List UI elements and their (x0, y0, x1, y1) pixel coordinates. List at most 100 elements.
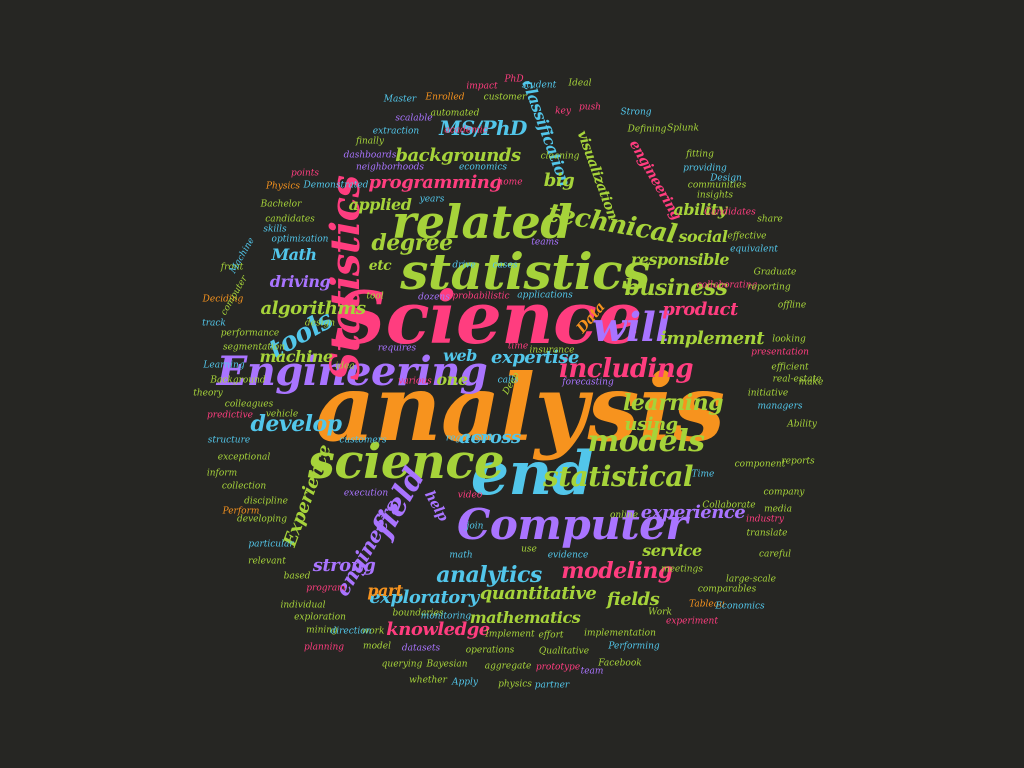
cloud-word: implementation (584, 628, 656, 639)
cloud-word: managers (757, 401, 803, 412)
cloud-word: model (363, 641, 391, 652)
cloud-word: Implement (485, 629, 535, 640)
cloud-word: discipline (244, 496, 288, 507)
cloud-word: industry (746, 514, 784, 525)
cloud-word: team (580, 666, 604, 677)
cloud-word: comparables (697, 584, 757, 595)
cloud-word: Math (271, 245, 317, 264)
cloud-word: models (587, 424, 705, 459)
cloud-word: physics (498, 679, 532, 690)
cloud-word: Tableau (689, 599, 725, 610)
cloud-word: Design (710, 173, 742, 184)
cloud-word: optimization (271, 234, 329, 245)
cloud-word: machine (259, 347, 333, 366)
cloud-word: Physics (265, 181, 301, 192)
cloud-word: component (734, 459, 786, 470)
cloud-word: analysis (315, 354, 725, 462)
cloud-word: individual (280, 600, 326, 611)
cloud-word: idea (335, 361, 355, 372)
cloud-word: expertise (491, 347, 579, 368)
cloud-word: customer (483, 92, 527, 103)
cloud-word: use (521, 544, 537, 555)
cloud-word: equivalent (730, 244, 778, 255)
cloud-word: forecasting (562, 377, 614, 388)
cloud-word: developing (237, 514, 287, 525)
cloud-word: based (283, 571, 311, 582)
cloud-word: careful (758, 549, 792, 560)
cloud-word: strong (312, 555, 376, 576)
cloud-word: across (459, 427, 521, 448)
cloud-word: scalable (395, 113, 433, 124)
cloud-word: Bachelor (260, 199, 302, 210)
cloud-word: Time (691, 469, 715, 480)
cloud-word: Master (383, 94, 417, 105)
cloud-word: Demonstrated (303, 180, 369, 191)
cloud-word: time (507, 341, 529, 352)
cloud-word: online (609, 510, 639, 521)
cloud-word: social (678, 227, 728, 246)
cloud-word: company (763, 487, 805, 498)
cloud-word: work (361, 626, 385, 637)
cloud-word: presentation (751, 347, 809, 358)
cloud-word: programming (368, 172, 502, 193)
cloud-word: modeling (561, 558, 673, 584)
cloud-word: drive (452, 260, 476, 271)
cloud-word: science (307, 434, 505, 490)
cloud-word: track (202, 318, 226, 329)
cloud-word: Enrolled (425, 92, 465, 103)
cloud-word: product (662, 299, 738, 320)
cloud-word: requires (377, 343, 417, 354)
cloud-word: automated (430, 108, 480, 119)
cloud-word: Facebook (598, 658, 642, 669)
cloud-word: planning (303, 642, 345, 653)
cloud-word: operations (465, 645, 515, 656)
cloud-word: points (290, 168, 320, 179)
cloud-word: initiative (747, 388, 789, 399)
cloud-word: regression (445, 433, 495, 444)
cloud-word: Engineering (216, 348, 488, 395)
cloud-word: one (436, 370, 468, 389)
cloud-word: dashboards (343, 150, 397, 161)
cloud-word: student (521, 80, 557, 91)
cloud-word: Perform (222, 506, 260, 517)
cloud-word: PhD (504, 74, 524, 85)
cloud-word: Work (648, 607, 672, 618)
cloud-word: Computer (456, 500, 688, 549)
cloud-word: statistical (542, 460, 694, 493)
cloud-word: economics (458, 162, 508, 173)
cloud-word: cases (492, 260, 518, 271)
cloud-word: media (764, 504, 792, 515)
cloud-word: dozens (418, 292, 450, 303)
cloud-word: communities (687, 180, 747, 191)
cloud-word: program (306, 583, 346, 594)
cloud-word: knowledge (386, 619, 490, 640)
cloud-word: effective (727, 231, 767, 242)
cloud-word: business (624, 275, 728, 301)
cloud-word: quantitative (479, 583, 597, 604)
cloud-word: efficient (771, 362, 809, 373)
cloud-word: real-estate (772, 374, 822, 385)
cloud-word: experiment (666, 616, 718, 627)
cloud-word: applied (348, 195, 412, 214)
cloud-word: probabilistic (452, 291, 510, 302)
cloud-word: boundaries (392, 608, 444, 619)
cloud-word: translate (746, 528, 788, 539)
cloud-word: Ability (787, 419, 817, 430)
cloud-word: push (579, 102, 601, 113)
cloud-word: ability (673, 200, 727, 219)
cloud-word: collaborating (696, 280, 758, 291)
cloud-word: driving (269, 272, 331, 291)
cloud-word: segmentation (222, 342, 286, 353)
cloud-word: meetings (661, 564, 703, 575)
cloud-word: experience (640, 502, 746, 523)
cloud-word: backgrounds (395, 145, 521, 166)
cloud-word: effort (538, 630, 564, 641)
cloud-word: offline (777, 300, 807, 311)
cloud-word: related (392, 195, 572, 249)
cloud-word: Graduate (753, 267, 797, 278)
cloud-word: service (642, 541, 702, 560)
cloud-word: design (304, 318, 336, 329)
cloud-word: Ideal (568, 78, 592, 89)
cloud-word: Bayesian (426, 659, 468, 670)
